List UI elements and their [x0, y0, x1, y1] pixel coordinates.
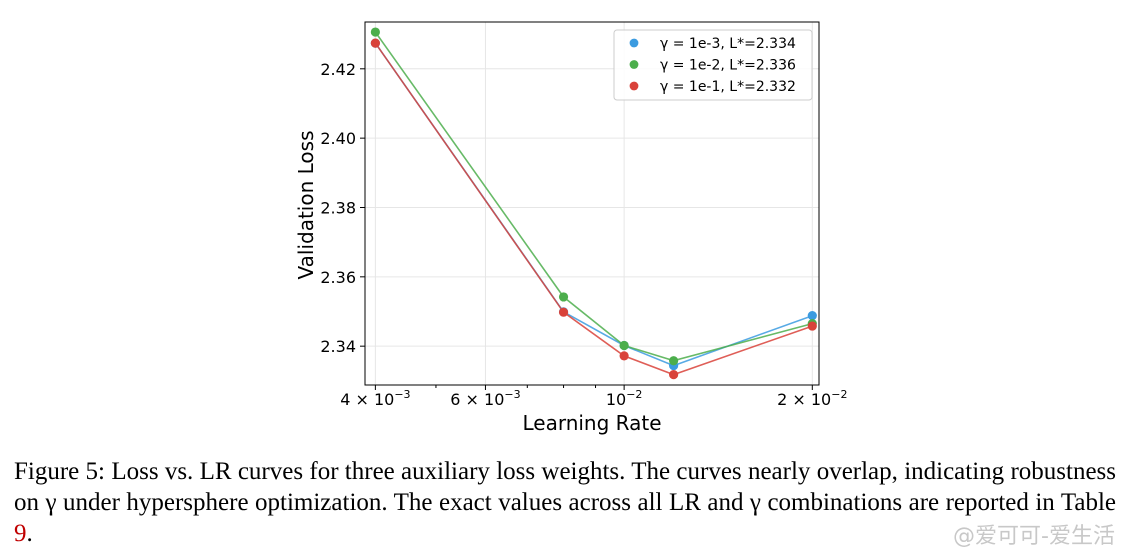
- data-point: [807, 321, 817, 331]
- caption-text: Loss vs. LR curves for three auxiliary l…: [14, 458, 1117, 516]
- figure-caption: Figure 5: Loss vs. LR curves for three a…: [14, 456, 1116, 549]
- data-point: [669, 369, 679, 380]
- grid: [365, 22, 819, 385]
- data-point: [619, 340, 629, 351]
- plot-frame: [364, 21, 820, 386]
- y-tick-label: 2.38: [320, 198, 356, 217]
- y-tick-label: 2.36: [320, 268, 356, 287]
- series-layer: [370, 27, 817, 380]
- data-point: [558, 292, 569, 302]
- data-point: [807, 311, 817, 321]
- x-tick-label: 6 × 10−3: [450, 388, 520, 409]
- loss-vs-lr-chart: 2.34 2.36 2.38 2.40 2.42 4 × 10−3 6 × 10−3 10−2…: [294, 21, 847, 435]
- data-point: [558, 307, 569, 317]
- y-tick-label: 2.42: [320, 60, 356, 79]
- y-tick-label: 2.40: [320, 129, 356, 148]
- legend: γ = 1e-3, L*=2.334 γ = 1e-2, L*=2.336 γ = …: [613, 29, 813, 101]
- y-tick-label: 2.34: [320, 337, 356, 356]
- x-tick-label: 4 × 10−3: [340, 388, 410, 409]
- data-point: [370, 27, 380, 37]
- watermark: @爱可可-爱生活: [953, 524, 1115, 549]
- legend-label: γ = 1e-3, L*=2.334: [660, 36, 796, 52]
- legend-label: γ = 1e-2, L*=2.336: [660, 58, 796, 74]
- x-tick-label: 2 × 10−2: [777, 388, 847, 409]
- x-axis-label: Learning Rate: [522, 411, 661, 435]
- legend-marker: [629, 60, 639, 69]
- data-point: [370, 38, 380, 48]
- x-tick-label: 10−2: [606, 388, 643, 409]
- y-axis-label: Validation Loss: [294, 131, 318, 280]
- axis-ticks: 2.34 2.36 2.38 2.40 2.42 4 × 10−3 6 × 10−3 10−2…: [320, 60, 847, 409]
- legend-label: γ = 1e-1, L*=2.332: [660, 79, 796, 95]
- legend-marker: [629, 38, 639, 48]
- data-point: [619, 351, 629, 361]
- caption-end: .: [26, 520, 33, 547]
- data-point: [669, 356, 679, 366]
- table-reference-link[interactable]: 9: [14, 520, 27, 547]
- caption-label: Figure 5:: [14, 458, 106, 485]
- legend-marker: [629, 81, 639, 91]
- legend-box: [613, 29, 813, 101]
